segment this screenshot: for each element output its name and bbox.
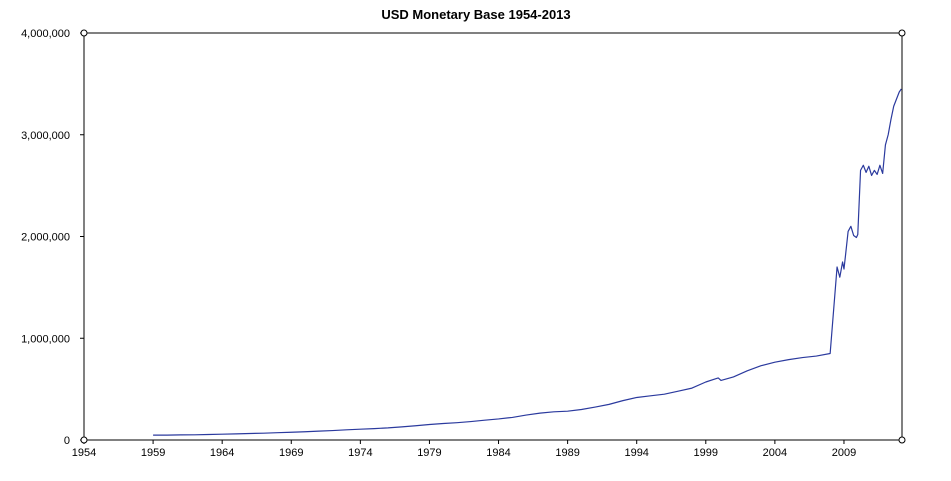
x-tick-label: 1994 bbox=[624, 447, 648, 459]
x-tick-label: 1989 bbox=[555, 447, 579, 459]
corner-marker bbox=[898, 436, 906, 444]
corner-marker bbox=[898, 29, 906, 37]
series-line-monetary-base bbox=[153, 88, 902, 436]
x-tick-label: 1974 bbox=[348, 447, 372, 459]
x-tick-label: 1979 bbox=[417, 447, 441, 459]
y-tick-label: 4,000,000 bbox=[21, 28, 70, 40]
x-tick-label: 2009 bbox=[832, 447, 856, 459]
x-tick-label: 1984 bbox=[486, 447, 510, 459]
x-tick-label: 1959 bbox=[141, 447, 165, 459]
y-tick-label: 1,000,000 bbox=[21, 333, 70, 345]
chart-title: USD Monetary Base 1954-2013 bbox=[381, 7, 570, 22]
x-tick-label: 1969 bbox=[279, 447, 303, 459]
y-tick-label: 2,000,000 bbox=[21, 232, 70, 244]
x-tick-label: 1964 bbox=[210, 447, 234, 459]
corner-markers bbox=[80, 29, 906, 444]
x-tick-label: 1954 bbox=[72, 447, 96, 459]
plot-frame bbox=[83, 32, 903, 441]
corner-marker bbox=[80, 29, 88, 37]
x-tick-label: 1999 bbox=[694, 447, 718, 459]
y-tick-label: 0 bbox=[64, 435, 70, 447]
y-axis: 0 1,000,000 2,000,000 3,000,000 4,000,000 bbox=[21, 28, 84, 447]
x-axis: 1954 1959 1964 1969 1974 1979 1984 1989 1994 1999… bbox=[72, 440, 856, 459]
x-tick-label: 2004 bbox=[763, 447, 787, 459]
corner-marker bbox=[80, 436, 88, 444]
y-tick-label: 3,000,000 bbox=[21, 130, 70, 142]
